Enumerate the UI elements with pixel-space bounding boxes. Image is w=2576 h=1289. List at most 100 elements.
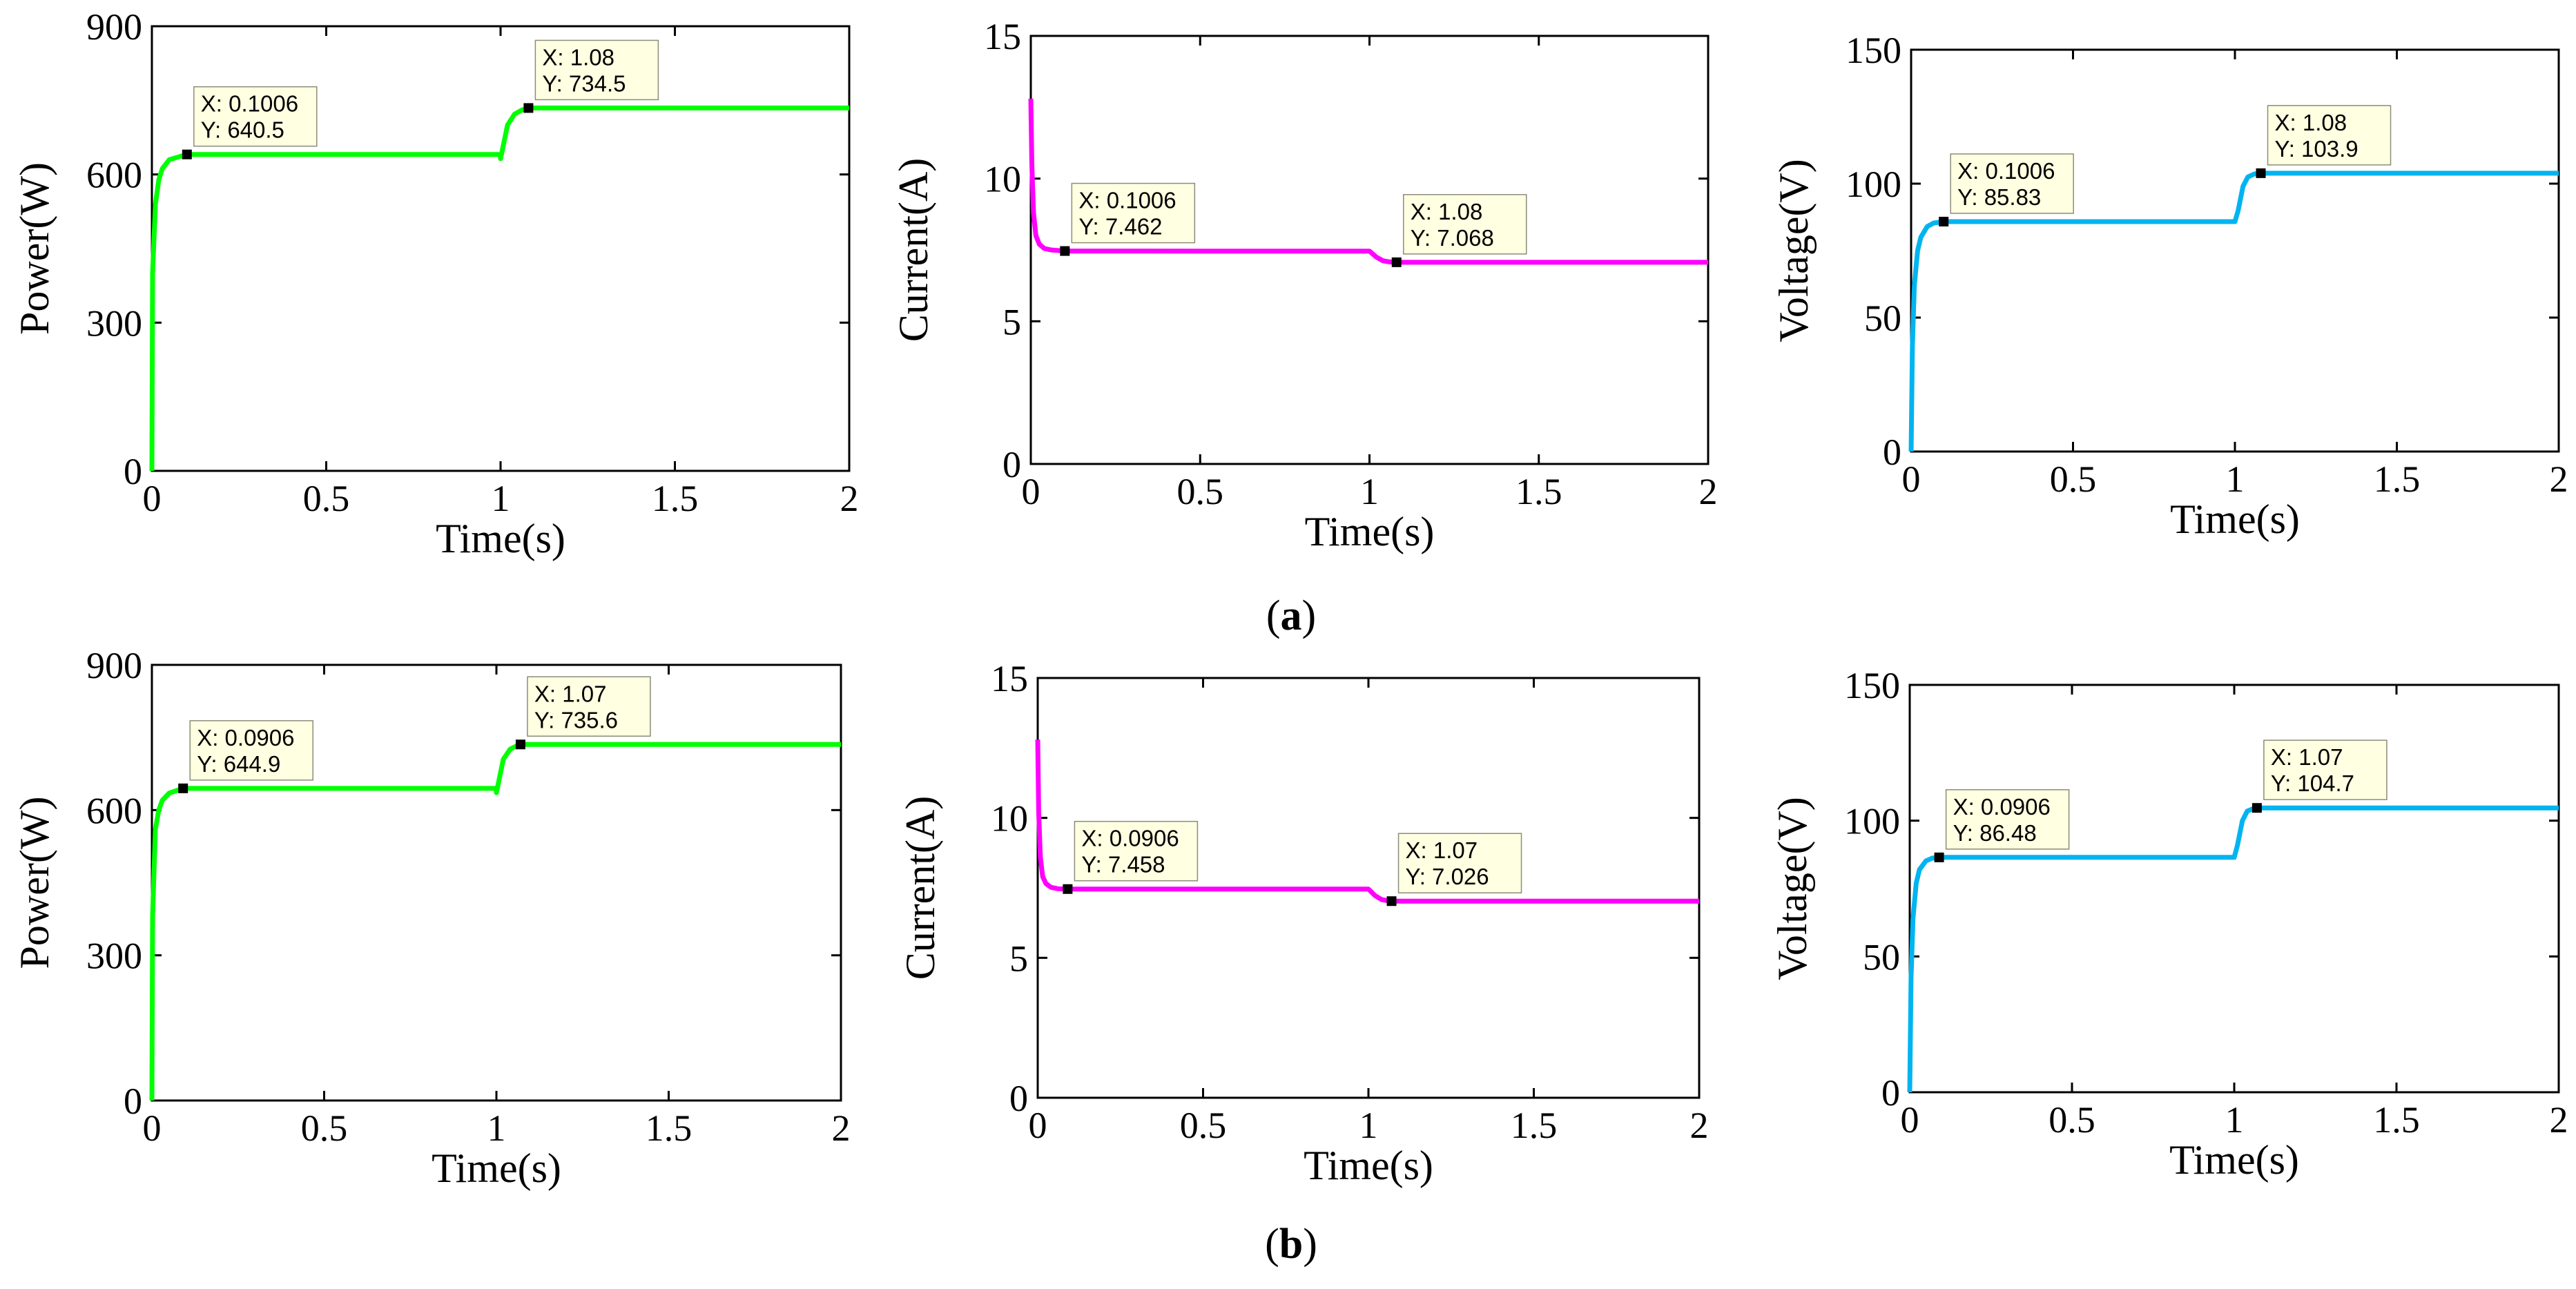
y-axis-label: Power(W) bbox=[12, 162, 57, 335]
datatip-marker bbox=[178, 783, 188, 793]
datatip-marker bbox=[523, 103, 534, 113]
y-axis-label: Voltage(V) bbox=[1771, 159, 1817, 342]
y-tick-label: 100 bbox=[1844, 801, 1900, 842]
y-tick-label: 0 bbox=[124, 451, 142, 492]
x-tick-label: 1.5 bbox=[1515, 471, 1562, 512]
datatip-y-label: Y: 644.9 bbox=[197, 751, 280, 777]
datatip[interactable]: X: 1.07Y: 735.6 bbox=[515, 676, 651, 750]
plot-frame bbox=[1910, 48, 2560, 453]
datatip-box bbox=[1074, 820, 1199, 882]
datatip-x-label: X: 0.0906 bbox=[1081, 826, 1179, 851]
caption-b: (b) bbox=[1265, 1221, 1317, 1268]
datatip-box bbox=[534, 39, 659, 101]
series-line-voltage bbox=[1907, 805, 2559, 1093]
datatip-marker bbox=[1934, 852, 1944, 862]
y-tick-label: 150 bbox=[1846, 30, 1901, 71]
datatip-y-label: Y: 85.83 bbox=[1957, 184, 2041, 210]
datatip-box bbox=[2263, 739, 2388, 800]
x-tick-label: 2 bbox=[2550, 458, 2568, 500]
datatip-y-label: Y: 103.9 bbox=[2275, 136, 2359, 162]
y-tick-label: 600 bbox=[86, 155, 142, 196]
datatip-box bbox=[1402, 194, 1527, 255]
datatip-marker bbox=[182, 149, 192, 159]
series-line-voltage bbox=[1908, 171, 2559, 452]
chart-b-2: 0 0.5 1 1.5 2 0 5 10 15 Time(s) Current(A) X: 0.090… bbox=[898, 658, 1709, 1188]
datatip-marker bbox=[515, 739, 525, 750]
datatip-y-label: Y: 7.026 bbox=[1406, 864, 1489, 889]
y-tick-label: 10 bbox=[984, 159, 1021, 200]
y-tick-label: 900 bbox=[86, 645, 142, 686]
x-tick-label: 0 bbox=[1022, 471, 1040, 512]
x-tick-label: 1 bbox=[2226, 458, 2245, 500]
y-tick-label: 600 bbox=[86, 790, 142, 831]
datatip-y-label: Y: 7.068 bbox=[1411, 225, 1494, 251]
datatip-marker bbox=[1060, 246, 1070, 256]
y-tick-label: 100 bbox=[1846, 164, 1901, 205]
x-tick-label: 1 bbox=[2225, 1099, 2244, 1141]
datatip[interactable]: X: 1.08Y: 103.9 bbox=[2256, 105, 2392, 178]
y-tick-label: 0 bbox=[124, 1080, 142, 1122]
x-tick-label: 1 bbox=[487, 1107, 506, 1149]
x-tick-label: 2 bbox=[832, 1107, 851, 1149]
x-tick-label: 2 bbox=[1690, 1105, 1709, 1146]
datatip-y-label: Y: 7.458 bbox=[1081, 852, 1165, 878]
x-tick-label: 2 bbox=[2550, 1099, 2568, 1141]
x-tick-label: 0.5 bbox=[303, 478, 350, 519]
datatip-marker bbox=[1939, 216, 1949, 226]
chart-b-3: 0 0.5 1 1.5 2 0 50 100 150 Time(s) Voltage(V) X: 0.… bbox=[1770, 665, 2568, 1183]
datatip-x-label: X: 1.07 bbox=[2271, 744, 2343, 770]
datatip-marker bbox=[1063, 884, 1073, 894]
x-tick-label: 0 bbox=[1902, 458, 1921, 500]
y-tick-label: 300 bbox=[86, 302, 142, 344]
x-tick-label: 0.5 bbox=[2050, 458, 2097, 500]
x-tick-label: 0.5 bbox=[1177, 471, 1224, 512]
datatip-x-label: X: 0.0906 bbox=[1953, 794, 2051, 820]
x-tick-label: 1.5 bbox=[2374, 458, 2421, 500]
x-tick-label: 0 bbox=[1029, 1105, 1047, 1146]
x-tick-label: 1.5 bbox=[646, 1107, 693, 1149]
datatip[interactable]: X: 1.07Y: 7.026 bbox=[1386, 833, 1522, 907]
datatip[interactable]: X: 1.07Y: 104.7 bbox=[2251, 739, 2388, 813]
datatip-y-label: Y: 104.7 bbox=[2271, 771, 2354, 796]
datatip-box bbox=[193, 86, 318, 147]
y-tick-label: 10 bbox=[991, 798, 1028, 840]
datatip-x-label: X: 1.07 bbox=[1406, 837, 1478, 863]
datatip[interactable]: X: 1.08Y: 7.068 bbox=[1391, 194, 1527, 267]
x-tick-label: 1.5 bbox=[1511, 1105, 1558, 1146]
x-axis-label: Time(s) bbox=[436, 516, 565, 561]
y-tick-label: 50 bbox=[1864, 298, 1901, 339]
y-tick-label: 0 bbox=[1003, 444, 1021, 485]
series-line-power bbox=[149, 742, 841, 1101]
datatip-x-label: X: 0.1006 bbox=[201, 91, 298, 117]
x-tick-label: 0 bbox=[143, 1107, 162, 1149]
x-tick-label: 2 bbox=[840, 478, 859, 519]
datatip-y-label: Y: 734.5 bbox=[542, 70, 626, 96]
y-tick-label: 900 bbox=[86, 6, 142, 48]
datatip-box bbox=[1397, 833, 1522, 893]
x-tick-label: 1.5 bbox=[652, 478, 699, 519]
y-tick-label: 0 bbox=[1881, 1072, 1900, 1114]
y-tick-label: 150 bbox=[1844, 665, 1900, 706]
y-tick-label: 15 bbox=[991, 658, 1028, 699]
datatip-box bbox=[527, 676, 651, 737]
datatip-box bbox=[1950, 153, 2074, 214]
datatip-y-label: Y: 735.6 bbox=[534, 707, 618, 733]
datatip[interactable]: X: 1.08Y: 734.5 bbox=[523, 39, 659, 113]
chart-a-3: 0 0.5 1 1.5 2 0 50 100 150 Time(s) Voltage(V) X: 0.… bbox=[1771, 30, 2568, 542]
datatip-x-label: X: 1.08 bbox=[1411, 199, 1483, 224]
x-axis-label: Time(s) bbox=[2170, 496, 2300, 542]
x-tick-label: 0 bbox=[1901, 1099, 1919, 1141]
x-tick-label: 2 bbox=[1699, 471, 1718, 512]
plot-frame bbox=[1908, 684, 2560, 1094]
chart-a-1: 0 0.5 1 1.5 2 0 300 600 900 Time(s) Power(W) X: 0.1… bbox=[12, 6, 859, 561]
y-axis-label: Current(A) bbox=[891, 158, 936, 342]
datatip-box bbox=[189, 720, 313, 781]
